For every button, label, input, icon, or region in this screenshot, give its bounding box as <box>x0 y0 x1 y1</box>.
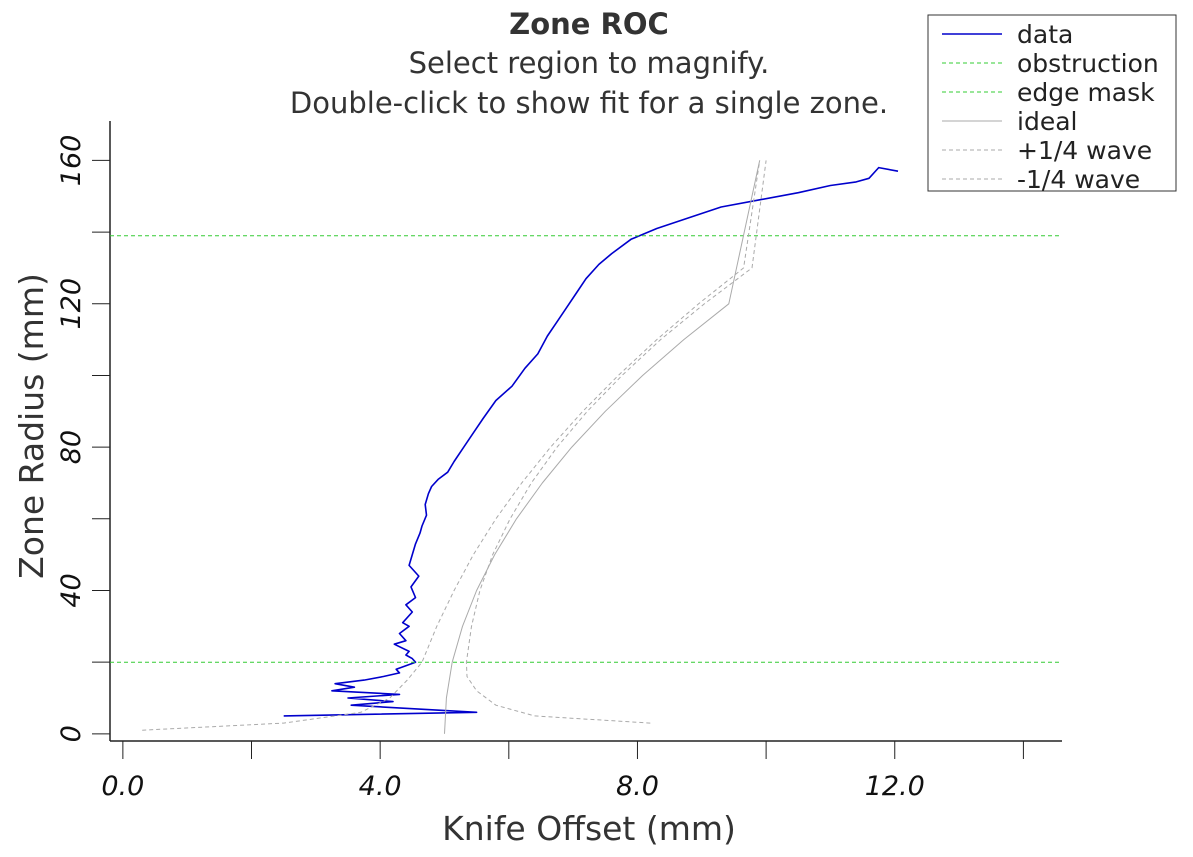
series-line-1-4-wave <box>142 160 761 731</box>
legend-label-1-4-wave: +1/4 wave <box>1017 136 1152 165</box>
x-tick-label: 0.0 <box>101 771 144 802</box>
y-tick-label: 0 <box>56 725 87 742</box>
series-line-1-4-wave <box>465 160 767 724</box>
legend-label-ideal: ideal <box>1017 107 1077 136</box>
legend-label-data: data <box>1017 20 1073 49</box>
y-tick-label: 80 <box>56 430 87 464</box>
y-tick-label: 40 <box>56 573 87 607</box>
chart-subtitle-1: Select region to magnify. <box>409 46 770 80</box>
x-tick-label: 12.0 <box>865 771 925 802</box>
chart-subtitle-2: Double-click to show fit for a single zo… <box>290 86 888 120</box>
x-tick-label: 4.0 <box>359 771 402 802</box>
series-line-ideal <box>444 160 761 734</box>
ticks: 0.0 4.0 8.0 12.0 0 40 80 120 160 <box>56 135 1024 802</box>
legend-label-edge-mask: edge mask <box>1017 78 1155 107</box>
legend-label-1-4-wave: -1/4 wave <box>1017 165 1140 194</box>
legend-label-obstruction: obstruction <box>1017 49 1159 78</box>
y-tick-label: 120 <box>56 278 87 330</box>
x-tick-label: 8.0 <box>616 771 659 802</box>
x-axis-label: Knife Offset (mm) <box>442 809 736 848</box>
y-axis-label: Zone Radius (mm) <box>12 273 51 579</box>
series-line-data <box>283 166 899 717</box>
legend-box <box>927 14 1177 192</box>
plot-area[interactable] <box>110 160 1062 734</box>
chart-title: Zone ROC <box>509 7 669 41</box>
y-tick-label: 160 <box>56 135 87 187</box>
